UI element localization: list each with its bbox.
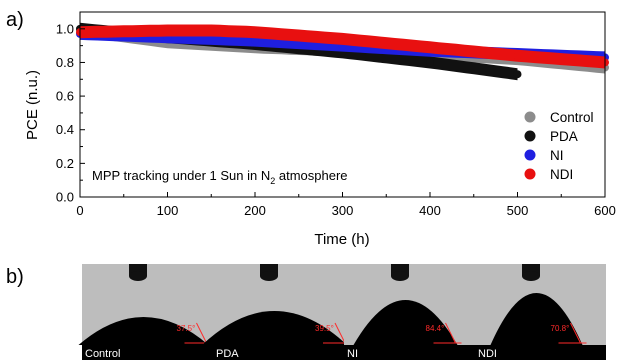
series-layer [76,22,609,81]
y-tick-label: 1.0 [56,21,74,36]
y-axis-title: PCE (n.u.) [24,70,41,140]
y-tick-label: 0.6 [56,89,74,104]
water-droplet [202,311,347,345]
data-point-pda-400 [426,58,434,67]
panel-b-label: b) [6,266,24,288]
tangent-marker [334,322,346,344]
data-point-ndi-500 [513,51,522,60]
contact-angle-value: 70.8° [551,324,570,333]
water-droplet [78,317,209,345]
x-tick-label: 100 [157,203,179,218]
tangent-marker [570,322,581,344]
data-point-ndi-150 [207,26,216,35]
contact-angle-photo-ndi: 70.8° NDI [475,264,606,360]
y-tick-label: 0.8 [56,55,74,70]
legend: Control PDA NI NDI [524,110,594,182]
x-axis-title: Time (h) [314,231,369,248]
tangent-marker [196,322,207,344]
data-point-ndi-200 [251,28,259,37]
contact-angle-photo-ni: 84.4° NI [344,264,475,360]
legend-item-ndi: NDI [524,167,573,182]
substrate [475,345,606,360]
y-tick-label: 0.4 [56,122,74,137]
needle-tip [391,271,409,281]
x-tick-label: 300 [332,203,354,218]
legend-label-ndi: NDI [550,167,573,182]
legend-item-control: Control [524,110,594,125]
legend-marker-pda [524,130,536,142]
x-tick-label: 400 [419,203,441,218]
photo-label: Control [85,348,120,360]
pce-chart: 0 100 200 300 400 500 600 0.0 0.2 0.4 0.6 0.8 1.0 Ti… [24,11,616,248]
data-point-ndi-300 [338,34,347,43]
legend-item-pda: PDA [524,129,578,144]
tangent-marker [445,322,456,344]
contact-angle-photos: 37.5° Control 39.5° PDA 84.4° NI 70.8° NDI [78,264,606,360]
needle-tip [522,271,540,281]
data-point-pda-500 [513,70,522,79]
contact-angle-value: 84.4° [426,324,445,333]
photo-label: NI [347,348,358,360]
contact-angle-photo-pda: 39.5° PDA [202,264,351,360]
data-point-ndi-100 [163,26,172,35]
series-band-ndi [80,24,605,69]
legend-marker-ndi [524,168,536,180]
y-tick-label: 0.0 [56,190,74,205]
contact-angle-value: 37.5° [177,324,196,333]
legend-label-control: Control [550,110,594,125]
x-tick-label: 200 [244,203,266,218]
series-ndi [76,24,609,69]
photo-label: NDI [478,348,497,360]
photo-label: PDA [216,348,239,360]
panel-a-label: a) [6,9,24,31]
substrate [82,345,213,360]
contact-angle-value: 39.5° [315,324,334,333]
x-tick-label: 0 [76,203,83,218]
water-droplet [353,300,458,345]
data-point-ndi-400 [426,43,434,52]
legend-label-pda: PDA [550,129,578,144]
y-tick-label: 0.2 [56,156,74,171]
legend-marker-control [524,111,536,123]
ticks-layer: 0 100 200 300 400 500 600 0.0 0.2 0.4 0.6 0.8 1.0 [56,11,616,218]
legend-label-ni: NI [550,148,564,163]
needle-tip [260,271,278,281]
legend-item-ni: NI [524,148,564,163]
data-point-ni-200 [251,36,259,45]
chart-annotation: MPP tracking under 1 Sun in N2 atmospher… [92,168,348,186]
contact-angle-photo-control: 37.5° Control [78,264,213,360]
needle-tip [129,271,147,281]
substrate [213,345,344,360]
x-tick-label: 500 [507,203,529,218]
x-tick-label: 600 [594,203,616,218]
water-droplet [490,293,583,345]
substrate [344,345,475,360]
legend-marker-ni [524,149,536,161]
